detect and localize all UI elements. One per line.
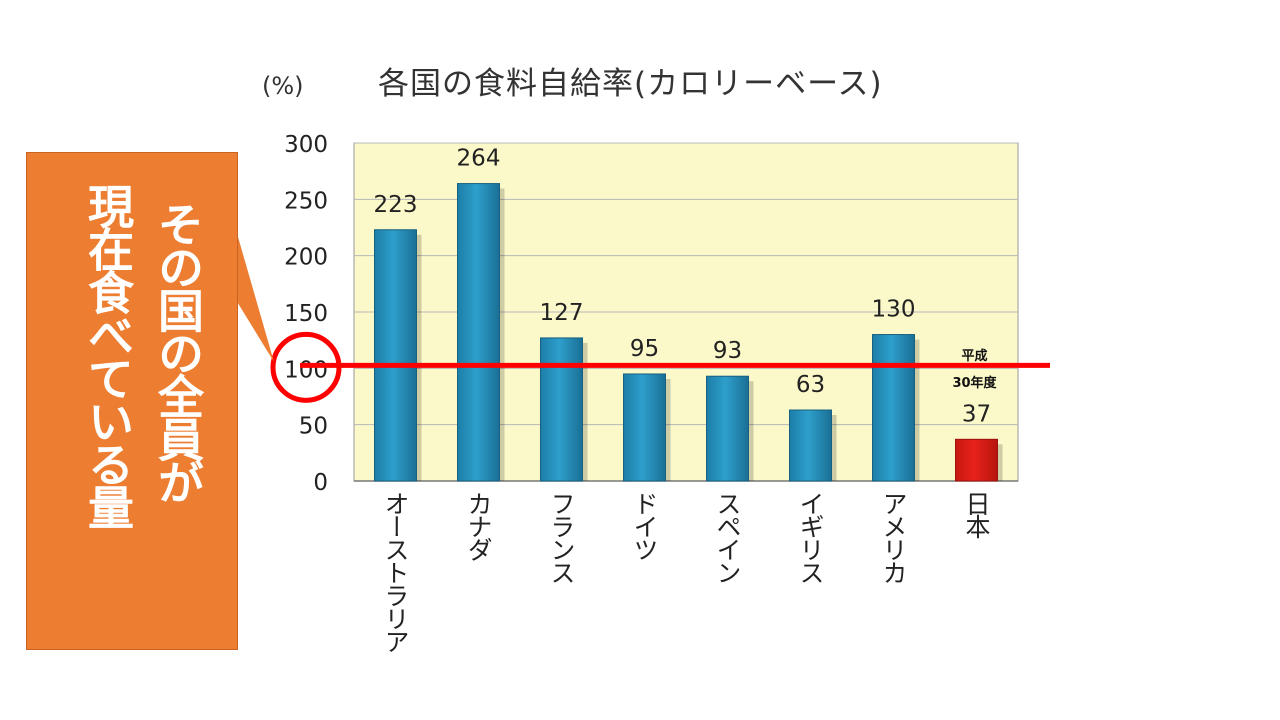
x-tick-label-7: 日本 [962, 491, 991, 539]
bar-6 [872, 334, 915, 482]
data-label-4: 93 [713, 338, 742, 364]
bar-4 [706, 375, 749, 482]
japan-note-line-2: 30年度 [952, 375, 997, 391]
data-label-7: 37 [962, 401, 991, 427]
data-label-5: 63 [796, 372, 825, 398]
x-tick-label-5: イギリス [796, 491, 825, 583]
highlight-circle [270, 331, 342, 403]
x-tick-label-1: カナダ [464, 491, 493, 561]
x-tick-label-2: フランス [547, 491, 576, 583]
data-label-3: 95 [630, 336, 659, 362]
data-label-1: 264 [457, 146, 501, 172]
y-tick-label-50: 50 [299, 414, 328, 440]
bar-1 [457, 183, 500, 482]
bar-7 [955, 438, 998, 482]
x-tick-label-4: スペイン [713, 491, 742, 583]
y-tick-label-200: 200 [284, 245, 328, 271]
y-tick-label-0: 0 [313, 470, 328, 496]
data-label-6: 130 [872, 297, 916, 323]
callout-pointer [236, 230, 274, 362]
bar-0 [374, 229, 417, 482]
x-tick-label-0: オーストラリア [381, 491, 410, 653]
data-label-2: 127 [540, 300, 584, 326]
callout-line-2: 現在食べている量 [81, 183, 135, 527]
y-tick-label-250: 250 [284, 188, 328, 214]
y-tick-label-150: 150 [284, 301, 328, 327]
callout-box: その国の全員が 現在食べている量 [26, 152, 238, 650]
y-axis-unit: (%) [262, 72, 304, 100]
callout-line-1: その国の全員が [151, 201, 205, 502]
japan-note-line-1: 平成 [961, 348, 987, 364]
x-tick-label-6: アメリカ [879, 491, 908, 583]
bar-2 [540, 337, 583, 482]
bar-5 [789, 409, 832, 482]
data-label-0: 223 [374, 192, 418, 218]
bar-3 [623, 373, 666, 482]
y-tick-label-100: 100 [284, 357, 328, 383]
x-tick-label-3: ドイツ [630, 491, 659, 560]
chart-title: 各国の食料自給率(カロリーベース) [378, 66, 883, 102]
y-tick-label-300: 300 [284, 132, 328, 158]
